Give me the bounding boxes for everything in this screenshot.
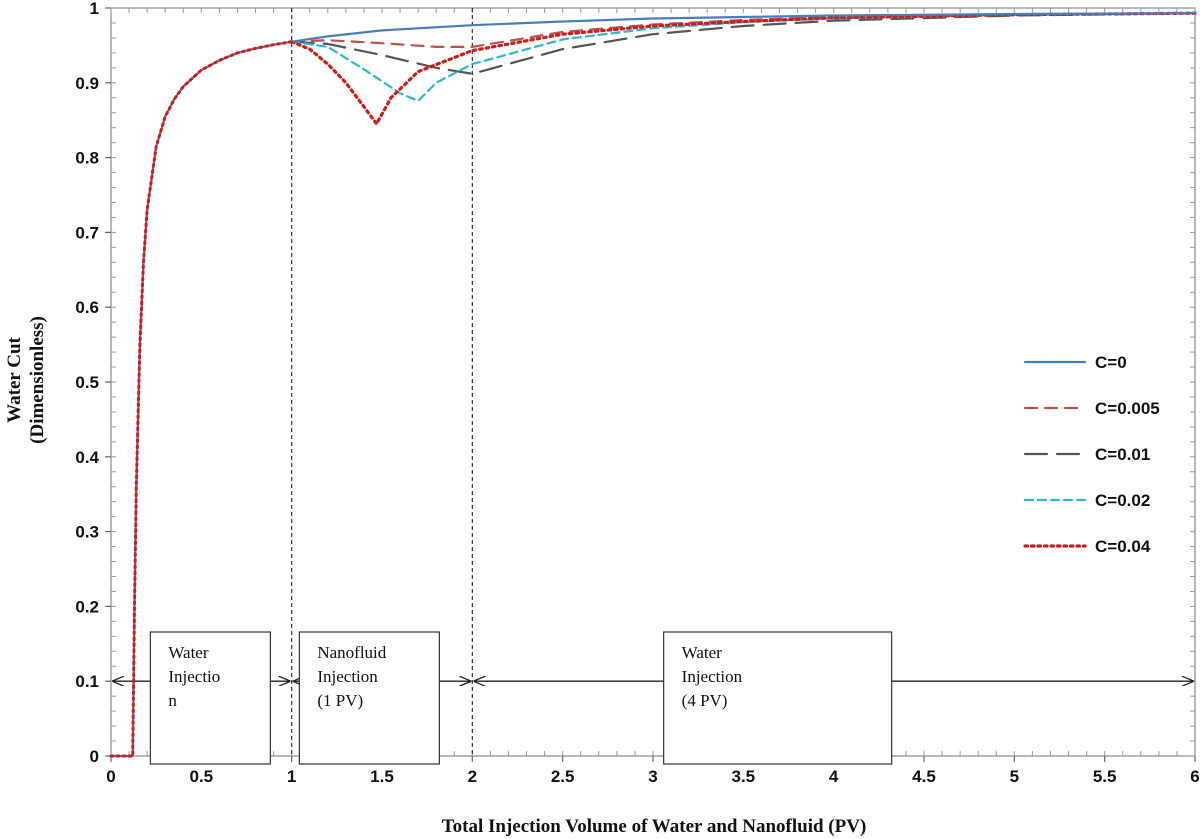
- x-tick-label: 5: [1010, 767, 1019, 786]
- y-tick-label: 0.2: [75, 597, 99, 616]
- x-tick-label: 0.5: [190, 767, 214, 786]
- phase-label-text: (1 PV): [317, 691, 363, 710]
- y-tick-label: 0: [90, 747, 99, 766]
- phase-label-text: Injection: [682, 667, 743, 686]
- x-tick-label: 3: [648, 767, 657, 786]
- legend-label: C=0.01: [1095, 445, 1150, 464]
- legend-label: C=0: [1095, 353, 1127, 372]
- phase-label-box: [298, 631, 440, 765]
- series-line-C0: [109, 12, 1197, 758]
- x-tick-label: 1: [287, 767, 296, 786]
- y-tick-label: 0.5: [75, 373, 99, 392]
- plot-frame: [110, 7, 1196, 757]
- phase-label-text: n: [168, 691, 177, 710]
- legend: C=0 C=0.005 C=0.01 C=0.02 C=0.04: [1023, 353, 1160, 556]
- y-tick-label: 1: [90, 0, 99, 18]
- legend-label: C=0.02: [1095, 491, 1150, 510]
- x-tick-label: 0: [106, 767, 115, 786]
- y-axis-subtitle: (Dimensionless): [27, 316, 48, 444]
- x-axis-title: Total Injection Volume of Water and Nano…: [442, 816, 867, 837]
- x-tick-label: 3.5: [732, 767, 756, 786]
- phase-label-text: Injection: [317, 667, 378, 686]
- series-line-C001: [290, 12, 1197, 75]
- x-tick-label: 6: [1190, 767, 1199, 786]
- phase-divider-lines: [291, 8, 473, 756]
- y-tick-label: 0.1: [75, 672, 99, 691]
- series-lines: [109, 11, 1197, 758]
- x-tick-label: 2: [468, 767, 477, 786]
- y-tick-label: 0.9: [75, 74, 99, 93]
- x-tick-label: 1.5: [370, 767, 394, 786]
- series-line-overlay-rise: [109, 40, 294, 758]
- y-tick-label: 0.3: [75, 523, 99, 542]
- phase-label-text: (4 PV): [682, 691, 728, 710]
- x-tick-label: 5.5: [1093, 767, 1117, 786]
- phase-label-box: [663, 631, 893, 765]
- y-tick-label: 0.6: [75, 298, 99, 317]
- x-tick-label: 4.5: [912, 767, 936, 786]
- series-line-C002: [290, 12, 1197, 102]
- y-tick-label: 0.8: [75, 149, 99, 168]
- series-line-C0005: [290, 12, 1197, 48]
- legend-label: C=0.04: [1095, 537, 1151, 556]
- axes: 0 0.5 1 1.5 2 2.5 3 3.5 4 4.5 5 5.5 6 0 0.1 0.2 0.3 0.4 0.…: [75, 0, 1199, 786]
- phase-label-text: Nanofluid: [317, 643, 386, 662]
- y-tick-label: 0.7: [75, 223, 99, 242]
- y-axis-title: Water Cut: [4, 336, 25, 422]
- x-tick-label: 4: [829, 767, 839, 786]
- phase-label-text: Water: [682, 643, 722, 662]
- series-line-C004: [290, 11, 1197, 126]
- phase-label-text: Water: [168, 643, 208, 662]
- legend-label: C=0.005: [1095, 399, 1160, 418]
- phase-label-box: [149, 631, 271, 765]
- y-tick-label: 0.4: [75, 448, 99, 467]
- phase-label-text: Injectio: [168, 667, 220, 686]
- x-tick-label: 2.5: [551, 767, 575, 786]
